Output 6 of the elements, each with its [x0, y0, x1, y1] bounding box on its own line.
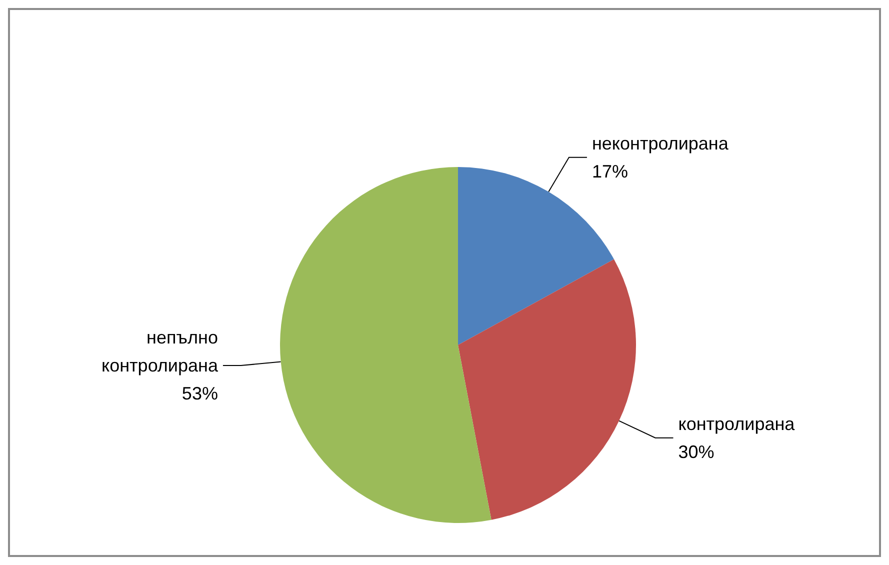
slice-label: неконтролирана — [592, 133, 730, 154]
data-label: 53% — [182, 384, 218, 404]
slice-label: непълно контролирана — [102, 328, 219, 376]
data-label: 17% — [592, 161, 628, 182]
slice-label: контролирана — [678, 414, 796, 434]
data-label: 30% — [678, 442, 714, 462]
